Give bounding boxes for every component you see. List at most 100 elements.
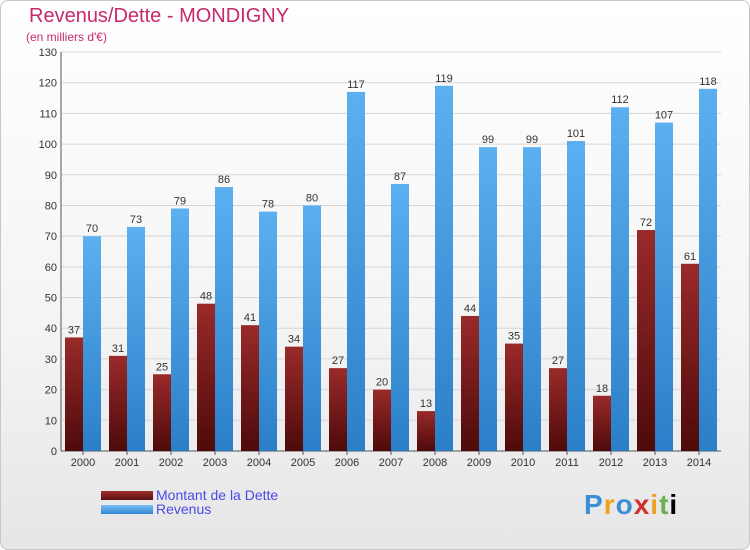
bar-dette xyxy=(65,337,83,451)
data-label: 80 xyxy=(306,192,318,204)
y-tick-label: 30 xyxy=(45,354,57,366)
bar-revenus xyxy=(391,183,409,451)
proxiti-logo: Proxiti xyxy=(584,489,678,521)
x-tick-label: 2008 xyxy=(423,457,447,469)
x-tick-label: 2012 xyxy=(599,457,623,469)
y-tick-label: 120 xyxy=(39,78,57,90)
data-label: 101 xyxy=(567,128,585,140)
data-label: 18 xyxy=(596,383,608,395)
logo-letter: P xyxy=(584,489,604,520)
bar-revenus xyxy=(215,187,233,452)
data-label: 87 xyxy=(394,171,406,183)
data-label: 25 xyxy=(156,361,168,373)
data-label: 99 xyxy=(482,134,494,146)
data-label: 86 xyxy=(218,174,230,186)
y-tick-label: 90 xyxy=(45,170,57,182)
bar-dette xyxy=(681,263,699,451)
bar-revenus xyxy=(303,205,321,451)
y-tick-label: 20 xyxy=(45,385,57,397)
x-tick-label: 2005 xyxy=(291,457,315,469)
bar-revenus xyxy=(83,236,101,451)
data-label: 72 xyxy=(640,217,652,229)
legend-label-revenus: Revenus xyxy=(156,501,212,517)
x-tick-label: 2011 xyxy=(555,457,579,469)
bar-revenus xyxy=(171,208,189,451)
y-tick-label: 110 xyxy=(39,108,57,120)
bar-dette xyxy=(153,374,171,451)
logo-letter: r xyxy=(603,489,616,520)
data-label: 118 xyxy=(699,76,717,88)
data-label: 37 xyxy=(68,324,80,336)
bar-revenus xyxy=(523,147,541,451)
bar-dette xyxy=(241,325,259,451)
bar-dette xyxy=(461,315,479,451)
y-tick-label: 100 xyxy=(39,139,57,151)
bar-dette xyxy=(109,355,127,451)
logo-letter: t xyxy=(659,489,670,520)
data-label: 44 xyxy=(464,303,476,315)
data-label: 27 xyxy=(552,355,564,367)
x-tick-label: 2009 xyxy=(467,457,491,469)
legend-label-dette: Montant de la Dette xyxy=(156,487,279,503)
y-tick-label: 130 xyxy=(39,47,57,59)
chart-title: Revenus/Dette - MONDIGNY xyxy=(29,5,290,27)
x-tick-label: 2004 xyxy=(247,457,271,469)
data-label: 117 xyxy=(347,79,365,91)
data-label: 27 xyxy=(332,355,344,367)
y-tick-label: 60 xyxy=(45,262,57,274)
x-tick-label: 2014 xyxy=(687,457,711,469)
data-label: 73 xyxy=(130,214,142,226)
data-label: 41 xyxy=(244,312,256,324)
bar-revenus xyxy=(347,91,365,452)
legend-swatch-revenus xyxy=(101,505,153,514)
bar-dette xyxy=(549,368,567,451)
bar-revenus xyxy=(479,147,497,451)
data-label: 99 xyxy=(526,134,538,146)
x-tick-label: 2000 xyxy=(71,457,95,469)
x-tick-label: 2003 xyxy=(203,457,227,469)
data-label: 35 xyxy=(508,331,520,343)
data-label: 79 xyxy=(174,196,186,208)
data-label: 13 xyxy=(420,398,432,410)
data-label: 31 xyxy=(112,343,124,355)
legend-swatch-dette xyxy=(101,491,153,500)
bar-revenus xyxy=(435,85,453,451)
data-label: 61 xyxy=(684,251,696,263)
x-tick-label: 2002 xyxy=(159,457,183,469)
y-tick-label: 50 xyxy=(45,293,57,305)
y-tick-label: 80 xyxy=(45,200,57,212)
x-tick-label: 2001 xyxy=(115,457,139,469)
y-tick-label: 40 xyxy=(45,323,57,335)
bar-dette xyxy=(593,395,611,451)
logo-letter: x xyxy=(633,489,651,520)
y-tick-label: 10 xyxy=(45,415,57,427)
y-tick-label: 70 xyxy=(45,231,57,243)
logo-letter: i xyxy=(669,489,679,520)
data-label: 48 xyxy=(200,291,212,303)
bar-revenus xyxy=(699,88,717,451)
bar-revenus xyxy=(655,122,673,451)
bar-dette xyxy=(637,230,655,451)
bar-dette xyxy=(329,368,347,451)
data-label: 119 xyxy=(435,73,453,85)
logo-letter: i xyxy=(650,489,660,520)
data-label: 34 xyxy=(288,334,300,346)
bar-revenus xyxy=(567,141,585,451)
data-label: 78 xyxy=(262,199,274,211)
bar-revenus xyxy=(259,211,277,451)
bar-revenus xyxy=(127,226,145,451)
data-label: 107 xyxy=(655,110,673,122)
bar-dette xyxy=(417,411,435,451)
x-tick-label: 2006 xyxy=(335,457,359,469)
bar-revenus xyxy=(611,107,629,451)
logo-letter: o xyxy=(615,489,634,520)
bar-dette xyxy=(505,343,523,451)
data-label: 112 xyxy=(611,94,629,106)
x-tick-label: 2010 xyxy=(511,457,535,469)
bar-dette xyxy=(373,389,391,451)
bar-dette xyxy=(285,346,303,451)
y-tick-label: 0 xyxy=(51,446,57,458)
data-label: 20 xyxy=(376,377,388,389)
